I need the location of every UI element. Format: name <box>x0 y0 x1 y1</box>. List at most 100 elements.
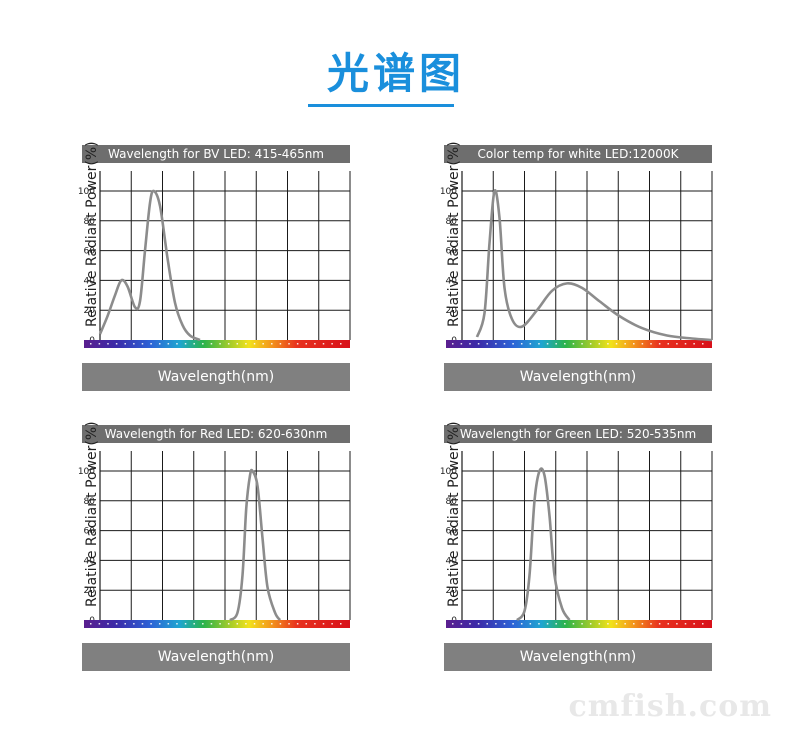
spectrum-dot <box>469 623 471 625</box>
panel-title: Wavelength for BV LED: 415-465nm <box>82 145 350 163</box>
spectrum-dot <box>624 623 626 625</box>
spectrum-dot <box>546 623 549 625</box>
spectrum-dot <box>633 623 635 625</box>
spectrum-chart: 020406080100 <box>78 171 351 348</box>
y-tick-label: 40 <box>84 556 96 566</box>
spectrum-dot <box>141 623 144 625</box>
chart-grid <box>99 171 351 340</box>
spectrum-dot <box>176 343 178 345</box>
spectrum-dot <box>279 343 282 345</box>
y-tick-label: 100 <box>78 187 95 197</box>
spectrum-dot <box>202 343 204 345</box>
spectrum-dot <box>210 623 213 625</box>
spectrum-dot <box>210 343 213 345</box>
spectrum-dot <box>512 343 514 345</box>
spectrum-dot <box>624 343 626 345</box>
spectrum-dot <box>495 343 497 345</box>
spectrum-dot <box>564 343 566 345</box>
spectrum-dot <box>288 623 290 625</box>
spectrum-dot <box>296 623 299 625</box>
spectrum-dot <box>460 623 463 625</box>
spectrum-dot <box>684 343 687 345</box>
spectrum-curve <box>98 189 201 342</box>
spectrum-dot <box>271 623 273 625</box>
spectrum-dot <box>452 343 454 345</box>
y-tick-label: 20 <box>446 306 458 316</box>
spectrum-dot <box>615 343 618 345</box>
spectrum-dot <box>607 343 609 345</box>
spectrum-curve <box>475 188 713 342</box>
chart-grid <box>461 451 713 620</box>
spectrum-dot <box>279 623 282 625</box>
spectrum-dot <box>158 623 161 625</box>
spectrum-dot <box>658 623 661 625</box>
spectrum-dot <box>693 343 695 345</box>
spectrum-bar <box>446 620 712 628</box>
spectrum-dot <box>331 623 333 625</box>
spectrum-dot <box>331 343 333 345</box>
spectrum-dot <box>572 623 575 625</box>
spectrum-dot <box>124 343 126 345</box>
spectrum-dot <box>133 343 135 345</box>
y-tick-label: 80 <box>84 217 96 227</box>
spectrum-bar <box>84 620 350 628</box>
spectrum-dot <box>633 343 635 345</box>
spectrum-dot <box>167 623 170 625</box>
spectrum-panel-green: Wavelength for Green LED: 520-535nm Rela… <box>440 421 734 685</box>
x-axis-label: Wavelength(nm) <box>444 363 712 391</box>
spectrum-dot <box>676 623 678 625</box>
spectrum-dot <box>193 623 195 625</box>
spectrum-dot <box>538 343 540 345</box>
spectrum-dot <box>150 343 152 345</box>
spectrum-dot <box>477 343 480 345</box>
watermark: cmfish.com <box>568 689 772 724</box>
spectrum-dot <box>184 343 187 345</box>
y-tick-label: 100 <box>440 187 457 197</box>
spectrum-dot <box>141 343 144 345</box>
y-tick-label: 20 <box>84 586 96 596</box>
spectrum-dot <box>564 623 566 625</box>
spectrum-bar <box>446 340 712 348</box>
spectrum-dot <box>469 343 471 345</box>
spectrum-dot <box>555 623 557 625</box>
spectrum-dot <box>322 623 325 625</box>
spectrum-bar <box>84 340 350 348</box>
spectrum-dot <box>702 343 704 345</box>
spectrum-dot <box>607 623 609 625</box>
y-tick-label: 60 <box>446 527 458 537</box>
spectrum-dot <box>253 343 256 345</box>
spectrum-dot <box>262 343 264 345</box>
title-underline <box>308 104 454 107</box>
x-axis-label: Wavelength(nm) <box>82 363 350 391</box>
spectrum-dot <box>150 623 152 625</box>
spectrum-dot <box>184 623 187 625</box>
spectrum-dot <box>158 343 161 345</box>
spectrum-dot <box>486 343 488 345</box>
spectrum-dot <box>667 623 670 625</box>
spectrum-dot <box>503 343 506 345</box>
y-tick-label: 20 <box>446 586 458 596</box>
spectrum-dot <box>202 623 204 625</box>
spectrum-dot <box>253 623 256 625</box>
spectrum-dot <box>305 623 308 625</box>
spectrum-dot <box>693 623 695 625</box>
spectrum-dot <box>107 343 109 345</box>
spectrum-dot <box>227 343 230 345</box>
panel-title: Wavelength for Green LED: 520-535nm <box>444 425 712 443</box>
spectrum-dot <box>477 623 480 625</box>
spectrum-dot <box>314 343 316 345</box>
spectrum-chart: 020406080100 <box>440 171 713 348</box>
y-tick-label: 40 <box>446 556 458 566</box>
page-title: 光谱图 <box>326 49 465 98</box>
spectrum-dot <box>288 343 290 345</box>
spectrum-dot <box>305 343 308 345</box>
spectrum-chart: 020406080100 <box>78 451 351 628</box>
spectrum-dot <box>296 343 299 345</box>
spectrum-dot <box>658 343 661 345</box>
spectrum-chart: 020406080100 <box>440 451 713 628</box>
spectrum-dot <box>598 623 601 625</box>
spectrum-dot <box>98 343 101 345</box>
y-tick-label: 60 <box>446 247 458 257</box>
spectrum-dot <box>236 623 239 625</box>
panel-title: Wavelength for Red LED: 620-630nm <box>82 425 350 443</box>
